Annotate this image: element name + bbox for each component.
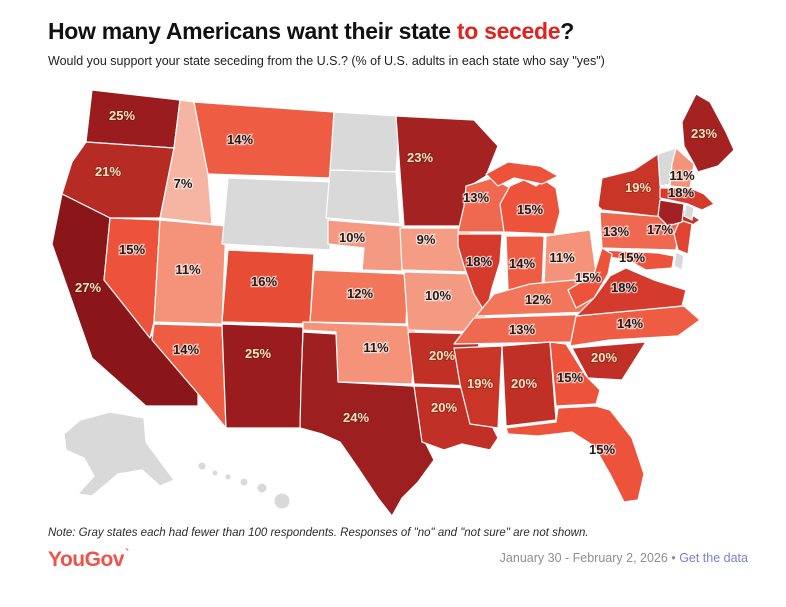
state-value-label-nc: 14%: [617, 316, 643, 331]
state-hi: [273, 492, 291, 510]
state-me: [681, 93, 735, 173]
state-value-label-ma: 18%: [668, 185, 694, 200]
state-de: [673, 251, 685, 271]
state-value-label-ky: 12%: [525, 292, 551, 307]
state-sc: [571, 341, 647, 381]
footnote: Note: Gray states each had fewer than 10…: [48, 527, 589, 539]
state-value-label-va: 18%: [611, 280, 637, 295]
state-hi: [256, 482, 268, 494]
state-value-label-sc: 20%: [591, 350, 617, 365]
state-nm: [221, 323, 304, 429]
state-value-label-ok: 11%: [363, 340, 389, 355]
state-value-label-tx: 24%: [343, 410, 369, 425]
state-value-label-ia: 9%: [417, 232, 436, 247]
state-wy: [221, 177, 335, 251]
state-value-label-al: 20%: [511, 376, 537, 391]
state-value-label-ny: 19%: [625, 180, 651, 195]
state-hi: [224, 473, 232, 481]
state-value-label-wi: 13%: [463, 190, 489, 205]
state-value-label-ks: 12%: [347, 286, 373, 301]
bullet-separator: •: [671, 551, 676, 565]
state-value-label-wv: 15%: [575, 270, 601, 285]
state-sd: [325, 169, 401, 225]
state-nj: [673, 219, 693, 255]
state-value-label-nm: 25%: [245, 346, 271, 361]
state-value-label-in: 14%: [509, 256, 535, 271]
state-ak: [63, 411, 175, 497]
state-ms: [453, 345, 503, 429]
date-range: January 30 - February 2, 2026: [499, 551, 668, 565]
state-fl: [505, 405, 645, 503]
state-value-label-id: 7%: [174, 176, 193, 191]
state-value-label-az: 14%: [173, 342, 199, 357]
state-value-label-il: 18%: [466, 254, 492, 269]
state-ks: [309, 269, 409, 325]
state-tx: [299, 331, 435, 517]
chart-subtitle: Would you support your state seceding fr…: [48, 54, 605, 68]
state-value-label-nv: 15%: [119, 242, 145, 257]
state-value-label-mn: 23%: [407, 150, 433, 165]
yougov-logo: YouGov`: [48, 546, 129, 571]
state-value-label-mo: 10%: [425, 288, 451, 303]
state-value-label-pa: 13%: [603, 224, 629, 239]
state-nv: [103, 217, 161, 339]
us-choropleth-map: 25% 21% 27% 7% 15% 11% 14% 14% 16% 25% 10% 12% 11% 24…: [50, 84, 762, 526]
state-value-label-wa: 25%: [109, 108, 135, 123]
footer-meta: January 30 - February 2, 2026 • Get the …: [500, 551, 748, 565]
state-value-label-nh: 11%: [669, 168, 695, 183]
state-ma: [659, 187, 715, 211]
state-value-label-ms: 19%: [467, 376, 493, 391]
state-va: [575, 267, 687, 317]
state-value-label-ut: 11%: [175, 262, 201, 277]
us-map-svg: 25%21%27%7%15%11%14%14%16%25%10%12%11%24…: [51, 89, 735, 517]
logo-mark-icon: `: [124, 546, 129, 561]
state-oh: [543, 229, 597, 289]
state-value-label-ar: 20%: [429, 348, 455, 363]
state-nd: [329, 111, 401, 173]
state-pa: [599, 211, 681, 251]
state-value-label-or: 21%: [95, 164, 121, 179]
state-az: [151, 323, 227, 429]
state-value-label-md: 15%: [619, 250, 645, 265]
state-ga: [549, 341, 601, 407]
state-value-label-ca: 27%: [75, 280, 101, 295]
state-value-label-oh: 11%: [549, 250, 575, 265]
state-value-label-mt: 14%: [227, 132, 253, 147]
state-value-label-nj: 17%: [647, 222, 673, 237]
state-hi: [197, 461, 207, 471]
title-end: ?: [560, 18, 575, 44]
get-the-data-link[interactable]: Get the data: [679, 551, 748, 565]
state-wv: [567, 247, 613, 309]
state-mi: [485, 161, 559, 187]
title-accent: to secede: [456, 18, 561, 44]
state-value-label-fl: 15%: [589, 442, 615, 457]
state-value-label-ne: 10%: [339, 230, 365, 245]
state-value-label-co: 16%: [251, 274, 277, 289]
state-ct: [657, 199, 685, 227]
state-hi: [239, 477, 249, 487]
header: How many Americans want their state to s…: [48, 18, 748, 68]
state-ri: [683, 203, 695, 221]
page-title: How many Americans want their state to s…: [48, 18, 748, 45]
state-nc: [569, 305, 701, 347]
state-value-label-mi: 15%: [517, 202, 543, 217]
state-value-label-la: 20%: [431, 400, 457, 415]
state-value-label-me: 23%: [691, 126, 717, 141]
state-hi: [211, 469, 219, 477]
state-value-label-ga: 15%: [557, 370, 583, 385]
title-main: How many Americans want their state: [48, 18, 457, 44]
state-nh: [669, 147, 695, 189]
state-mt: [193, 101, 335, 179]
state-value-label-tn: 13%: [509, 322, 535, 337]
